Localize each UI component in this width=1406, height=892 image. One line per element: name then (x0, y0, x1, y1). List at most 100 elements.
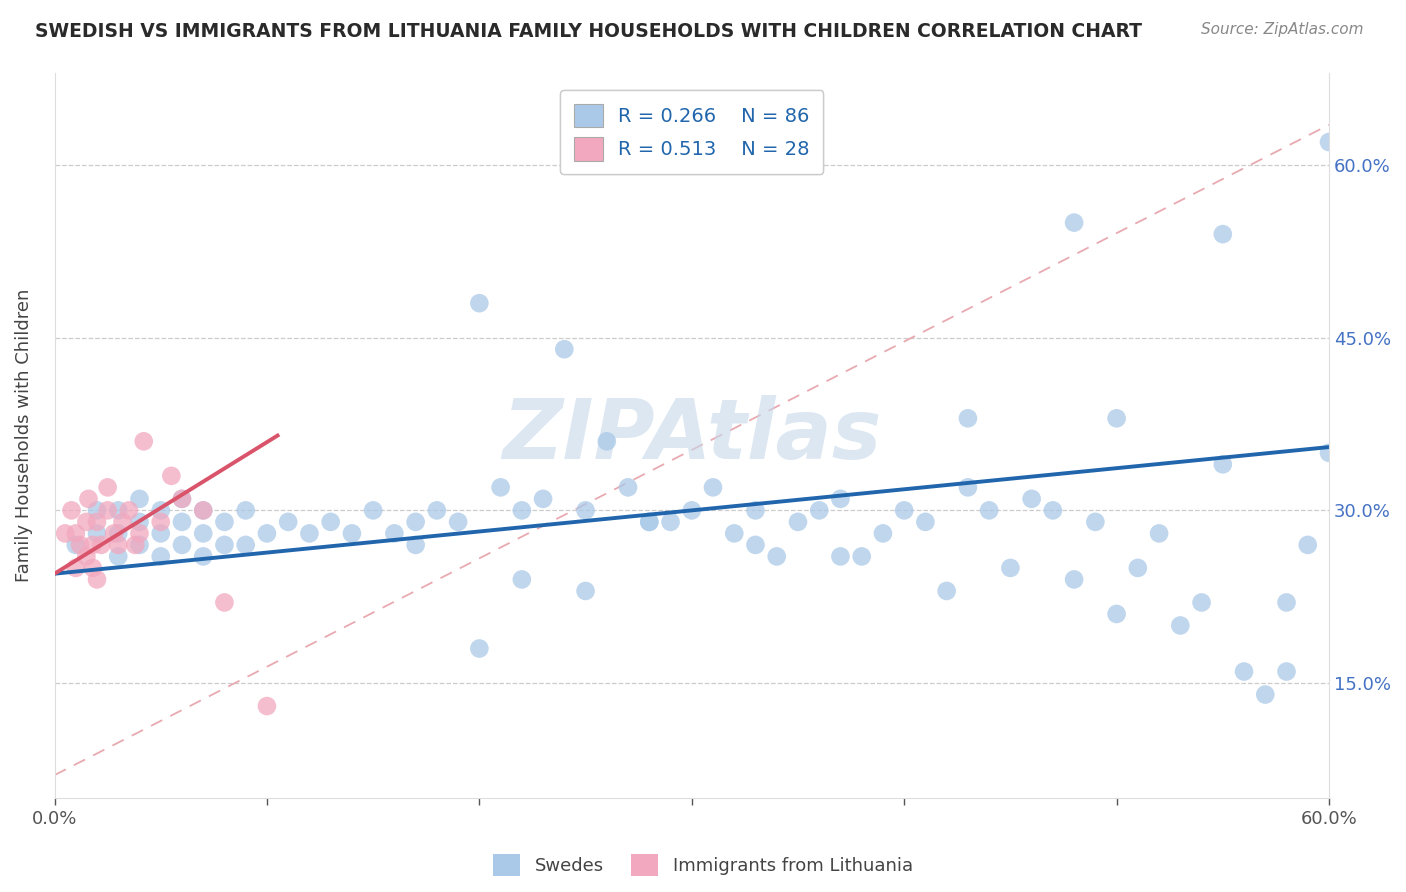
Point (1296, 538, 1319, 552)
Point (1147, 526, 1170, 541)
Point (787, 515, 810, 529)
Point (851, 549, 873, 564)
Point (1042, 503, 1064, 517)
Point (1000, 561, 1022, 575)
Point (193, 503, 215, 517)
Point (132, 434, 155, 449)
Point (1275, 665, 1298, 679)
Point (214, 595, 236, 609)
Point (510, 573, 533, 587)
Point (510, 503, 533, 517)
Text: ZIPAtlas: ZIPAtlas (502, 395, 882, 476)
Point (86, 526, 108, 541)
Point (830, 549, 852, 564)
Point (1317, 446, 1340, 460)
Point (149, 503, 172, 517)
Point (872, 526, 894, 541)
Point (1212, 458, 1234, 472)
Point (405, 515, 427, 529)
Point (1191, 595, 1213, 609)
Point (1233, 665, 1256, 679)
Point (128, 526, 150, 541)
Point (170, 538, 193, 552)
Point (77, 491, 100, 506)
Point (97, 480, 120, 494)
Point (702, 480, 724, 494)
Point (638, 515, 661, 529)
Point (574, 503, 596, 517)
Point (340, 526, 363, 541)
Point (830, 491, 852, 506)
Legend: Swedes, Immigrants from Lithuania: Swedes, Immigrants from Lithuania (486, 847, 920, 883)
Point (193, 549, 215, 564)
Point (298, 526, 321, 541)
Point (214, 538, 236, 552)
Point (405, 538, 427, 552)
Point (489, 480, 512, 494)
Point (107, 526, 129, 541)
Point (97, 503, 120, 517)
Point (256, 699, 278, 714)
Point (75, 549, 97, 564)
Point (1254, 688, 1277, 702)
Point (384, 526, 406, 541)
Point (638, 515, 661, 529)
Point (86, 503, 108, 517)
Point (69, 538, 91, 552)
Point (86, 515, 108, 529)
Point (914, 515, 936, 529)
Point (744, 538, 766, 552)
Point (193, 503, 215, 517)
Point (553, 343, 575, 357)
Point (170, 491, 193, 506)
Point (979, 503, 1001, 517)
Point (681, 503, 703, 517)
Point (103, 526, 125, 541)
Point (1063, 216, 1085, 230)
Point (149, 526, 172, 541)
Point (170, 515, 193, 529)
Point (361, 503, 384, 517)
Point (82, 538, 104, 552)
Point (659, 515, 682, 529)
Point (1126, 561, 1149, 575)
Point (235, 503, 257, 517)
Point (956, 411, 979, 425)
Point (86, 573, 108, 587)
Point (1021, 491, 1043, 506)
Point (319, 515, 342, 529)
Point (60, 503, 83, 517)
Point (744, 503, 766, 517)
Point (111, 515, 134, 529)
Point (447, 515, 470, 529)
Point (149, 549, 172, 564)
Point (107, 549, 129, 564)
Point (128, 491, 150, 506)
Point (128, 515, 150, 529)
Point (1168, 618, 1191, 632)
Point (1105, 411, 1128, 425)
Point (426, 503, 449, 517)
Point (235, 538, 257, 552)
Point (170, 491, 193, 506)
Y-axis label: Family Households with Children: Family Households with Children (15, 289, 32, 582)
Point (124, 538, 146, 552)
Point (531, 491, 554, 506)
Point (90, 538, 112, 552)
Text: SWEDISH VS IMMIGRANTS FROM LITHUANIA FAMILY HOUSEHOLDS WITH CHILDREN CORRELATION: SWEDISH VS IMMIGRANTS FROM LITHUANIA FAM… (35, 22, 1142, 41)
Point (65, 538, 87, 552)
Point (65, 561, 87, 575)
Point (53, 526, 76, 541)
Point (160, 468, 183, 483)
Point (596, 434, 619, 449)
Point (277, 515, 299, 529)
Point (723, 526, 745, 541)
Point (765, 549, 787, 564)
Point (82, 561, 104, 575)
Point (75, 515, 97, 529)
Point (1105, 607, 1128, 621)
Point (808, 503, 831, 517)
Point (256, 526, 278, 541)
Point (956, 480, 979, 494)
Point (128, 538, 150, 552)
